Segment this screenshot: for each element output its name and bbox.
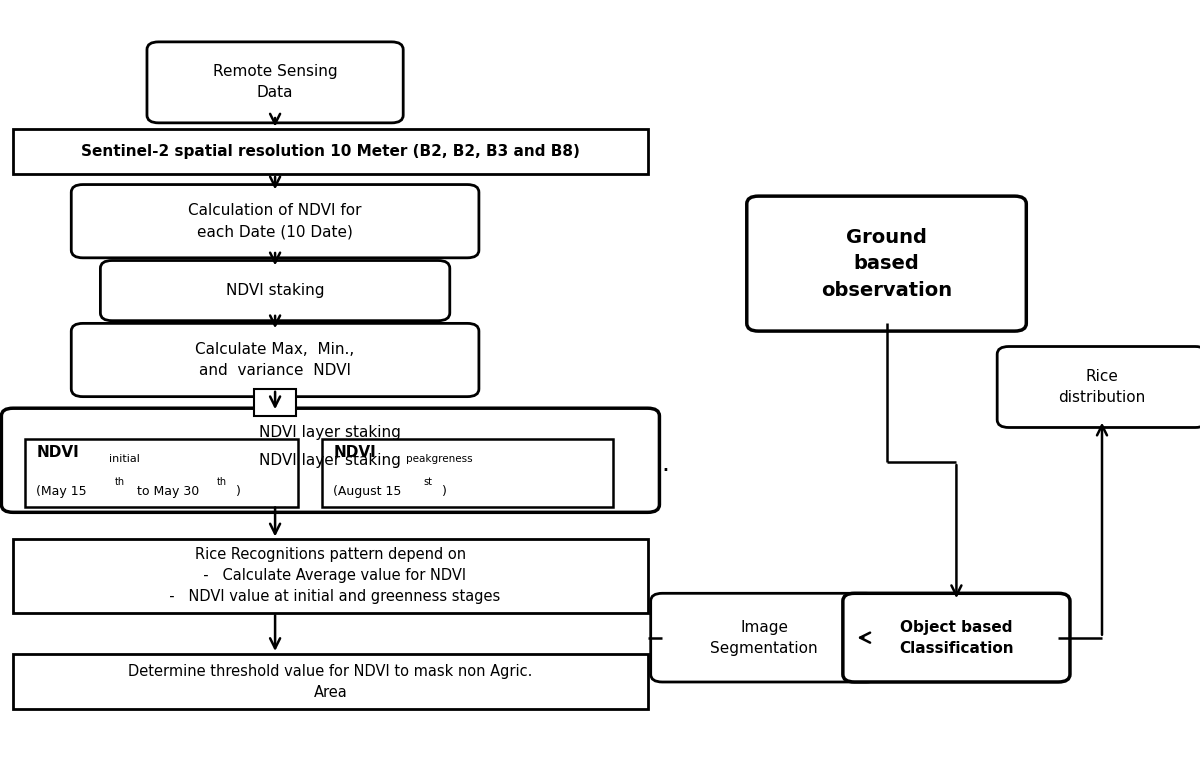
FancyBboxPatch shape (101, 261, 450, 320)
Text: Rice Recognitions pattern depend on
  -   Calculate Average value for NDVI
  -  : Rice Recognitions pattern depend on - Ca… (161, 547, 500, 604)
Text: NDVI: NDVI (36, 445, 79, 460)
Text: Rice
distribution: Rice distribution (1058, 369, 1146, 405)
Text: Sentinel-2 spatial resolution 10 Meter (B2, B2, B3 and B8): Sentinel-2 spatial resolution 10 Meter (… (80, 144, 580, 159)
Text: Remote Sensing
Data: Remote Sensing Data (212, 64, 337, 101)
Text: st: st (424, 477, 432, 487)
FancyBboxPatch shape (1, 408, 660, 512)
Text: ): ) (232, 485, 241, 498)
Text: (August 15: (August 15 (334, 485, 402, 498)
Text: (May 15: (May 15 (36, 485, 86, 498)
Text: Object based
Classification: Object based Classification (899, 620, 1014, 656)
Text: NDVI staking: NDVI staking (226, 283, 324, 298)
Text: th: th (114, 477, 125, 487)
Text: th: th (217, 477, 227, 487)
Text: Calculation of NDVI for
each Date (10 Date): Calculation of NDVI for each Date (10 Da… (188, 204, 362, 239)
Text: NDVI layer staking: NDVI layer staking (259, 426, 401, 440)
FancyBboxPatch shape (13, 129, 648, 174)
FancyBboxPatch shape (254, 389, 296, 416)
Text: peakgreness: peakgreness (406, 454, 472, 464)
FancyBboxPatch shape (842, 594, 1070, 682)
Text: .: . (661, 452, 670, 476)
FancyBboxPatch shape (71, 184, 479, 258)
FancyBboxPatch shape (997, 347, 1200, 427)
Text: NDVI layer staking: NDVI layer staking (259, 453, 401, 467)
FancyBboxPatch shape (146, 42, 403, 123)
Text: Calculate Max,  Min.,
and  variance  NDVI: Calculate Max, Min., and variance NDVI (196, 342, 355, 378)
Text: Image
Segmentation: Image Segmentation (710, 620, 818, 656)
FancyBboxPatch shape (322, 440, 613, 507)
Text: ): ) (438, 485, 448, 498)
FancyBboxPatch shape (650, 594, 878, 682)
Text: NDVI: NDVI (334, 445, 376, 460)
FancyBboxPatch shape (25, 440, 299, 507)
FancyBboxPatch shape (13, 539, 648, 612)
FancyBboxPatch shape (13, 654, 648, 709)
Text: Determine threshold value for NDVI to mask non Agric.
Area: Determine threshold value for NDVI to ma… (128, 663, 533, 700)
Text: initial: initial (108, 454, 139, 464)
FancyBboxPatch shape (746, 196, 1026, 331)
FancyBboxPatch shape (71, 324, 479, 396)
Text: to May 30: to May 30 (133, 485, 199, 498)
Text: Ground
based
observation: Ground based observation (821, 228, 952, 300)
